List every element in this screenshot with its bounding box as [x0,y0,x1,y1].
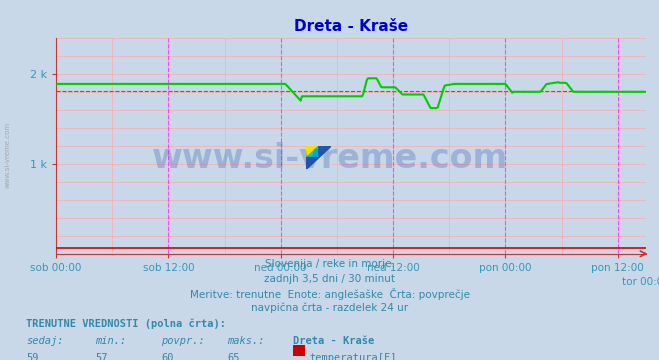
Text: maks.:: maks.: [227,336,265,346]
Text: 57: 57 [96,353,108,360]
Text: sedaj:: sedaj: [26,336,64,346]
Polygon shape [306,146,319,158]
Text: navpična črta - razdelek 24 ur: navpična črta - razdelek 24 ur [251,302,408,313]
Polygon shape [319,146,331,158]
Polygon shape [306,146,319,158]
Title: Dreta - Kraše: Dreta - Kraše [294,19,408,34]
Text: tor 00:00: tor 00:00 [622,277,659,287]
Text: Meritve: trenutne  Enote: anglešaške  Črta: povprečje: Meritve: trenutne Enote: anglešaške Črta… [190,288,469,300]
Text: 59: 59 [26,353,39,360]
Text: TRENUTNE VREDNOSTI (polna črta):: TRENUTNE VREDNOSTI (polna črta): [26,319,226,329]
Text: zadnjh 3,5 dni / 30 minut: zadnjh 3,5 dni / 30 minut [264,274,395,284]
Text: Slovenija / reke in morje.: Slovenija / reke in morje. [264,259,395,269]
Text: www.si-vreme.com: www.si-vreme.com [152,142,507,175]
Text: povpr.:: povpr.: [161,336,205,346]
Polygon shape [306,158,319,169]
Text: 65: 65 [227,353,240,360]
Text: Dreta - Kraše: Dreta - Kraše [293,336,374,346]
Text: 60: 60 [161,353,174,360]
Text: min.:: min.: [96,336,127,346]
Text: www.si-vreme.com: www.si-vreme.com [5,122,11,188]
Text: temperatura[F]: temperatura[F] [310,353,397,360]
